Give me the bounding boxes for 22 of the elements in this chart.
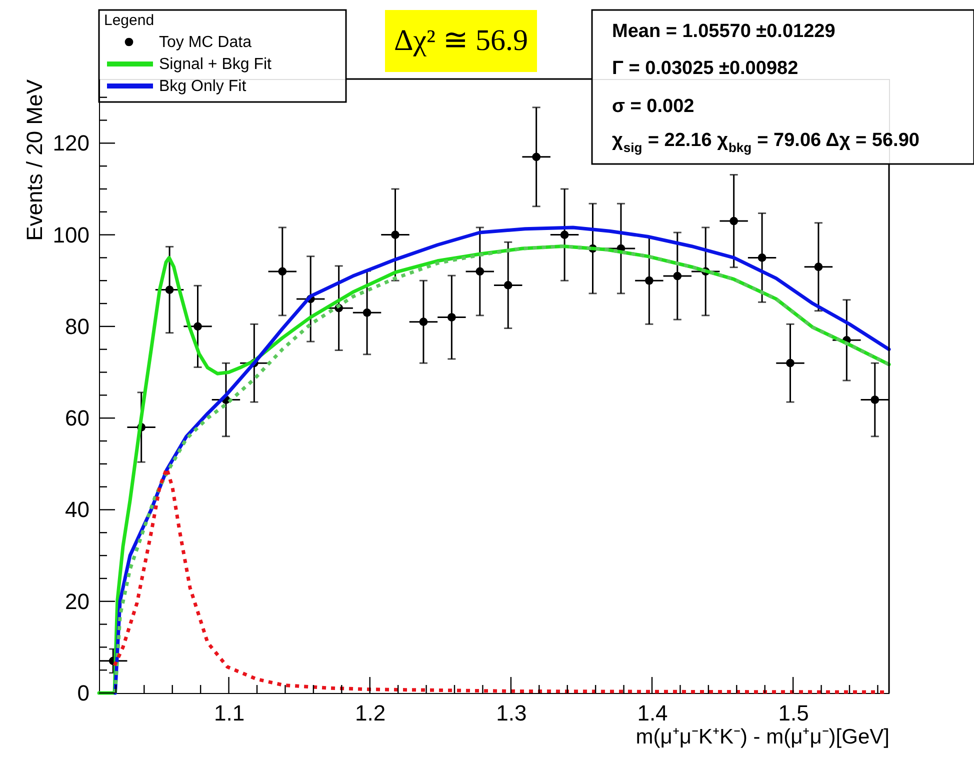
legend-label: Bkg Only Fit <box>159 78 247 95</box>
annotation: σ = 0.002 <box>612 96 694 117</box>
y-axis-title: Events / 20 MeV <box>22 79 47 241</box>
x-tick-label: 1.4 <box>637 700 668 726</box>
legend-label: Signal + Bkg Fit <box>159 56 272 73</box>
x-tick-label: 1.2 <box>355 700 386 726</box>
legend-label: Toy MC Data <box>159 34 252 51</box>
y-tick-label: 80 <box>65 314 90 339</box>
y-tick-label: 0 <box>77 680 90 706</box>
y-tick-label: 120 <box>52 130 90 156</box>
legend-title: Legend <box>104 12 154 29</box>
text: Δχ² ≅ 56.9 <box>394 24 528 57</box>
y-tick-label: 40 <box>65 497 90 522</box>
x-axis-title: m(μ⁺μ⁻K⁺K⁻) - m(μ⁺μ⁻)[GeV] <box>636 726 890 748</box>
text: Γ = 0.03025 ±0.00982 <box>612 58 798 79</box>
y-tick-label: 100 <box>52 222 90 248</box>
y-tick-label: 60 <box>65 406 90 431</box>
text: Mean = 1.05570 ±0.01229 <box>612 21 836 42</box>
x-tick-label: 1.5 <box>778 700 809 726</box>
x-tick-label: 1.3 <box>496 700 527 726</box>
y-tick-label: 20 <box>65 588 90 614</box>
x-tick-label: 1.1 <box>214 700 245 726</box>
